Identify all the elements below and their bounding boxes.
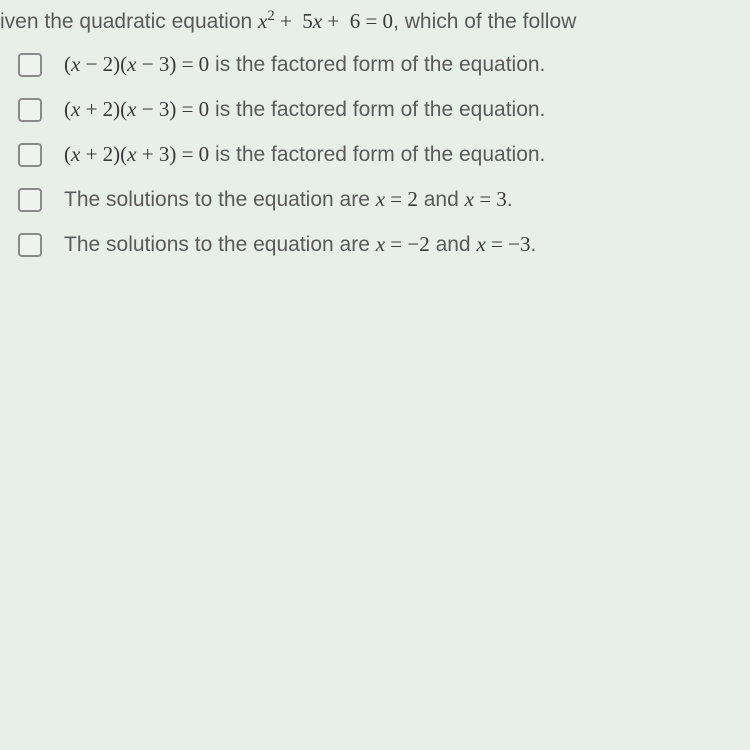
option-row: The solutions to the equation are x = −2… — [18, 232, 750, 257]
option-row: (x + 2)(x − 3) = 0 is the factored form … — [18, 97, 750, 122]
options-list: (x − 2)(x − 3) = 0 is the factored form … — [0, 52, 750, 257]
option-math: (x + 2)(x − 3) = 0 — [64, 97, 209, 121]
question-page: iven the quadratic equation x2 + 5x + 6 … — [0, 0, 750, 257]
option-math: x = 2 — [376, 187, 418, 211]
option-row: (x + 2)(x + 3) = 0 is the factored form … — [18, 142, 750, 167]
option-tail: is the factored form of the equation. — [209, 53, 545, 76]
checkbox[interactable] — [18, 53, 42, 77]
option-prefix: The solutions to the equation are — [64, 188, 376, 211]
option-mid: and — [418, 188, 465, 211]
option-tail: is the factored form of the equation. — [209, 98, 545, 121]
checkbox[interactable] — [18, 188, 42, 212]
option-math2: x = 3 — [465, 187, 507, 211]
option-math: x = −2 — [376, 232, 430, 256]
checkbox[interactable] — [18, 143, 42, 167]
option-prefix: The solutions to the equation are — [64, 233, 376, 256]
option-text: (x − 2)(x − 3) = 0 is the factored form … — [64, 52, 545, 77]
option-math2: x = −3 — [476, 232, 530, 256]
checkbox[interactable] — [18, 233, 42, 257]
option-suffix: . — [507, 188, 513, 211]
option-math: (x + 2)(x + 3) = 0 — [64, 142, 209, 166]
question-equation: x2 + 5x + 6 = 0 — [258, 9, 393, 33]
option-suffix: . — [530, 233, 536, 256]
question-suffix: , which of the follow — [393, 10, 576, 33]
option-text: The solutions to the equation are x = 2 … — [64, 187, 513, 212]
option-tail: is the factored form of the equation. — [209, 143, 545, 166]
option-text: The solutions to the equation are x = −2… — [64, 232, 536, 257]
option-math: (x − 2)(x − 3) = 0 — [64, 52, 209, 76]
option-text: (x + 2)(x − 3) = 0 is the factored form … — [64, 97, 545, 122]
option-mid: and — [430, 233, 477, 256]
option-row: The solutions to the equation are x = 2 … — [18, 187, 750, 212]
checkbox[interactable] — [18, 98, 42, 122]
question-stem: iven the quadratic equation x2 + 5x + 6 … — [0, 8, 750, 34]
option-text: (x + 2)(x + 3) = 0 is the factored form … — [64, 142, 545, 167]
option-row: (x − 2)(x − 3) = 0 is the factored form … — [18, 52, 750, 77]
question-prefix: iven the quadratic equation — [0, 10, 258, 33]
